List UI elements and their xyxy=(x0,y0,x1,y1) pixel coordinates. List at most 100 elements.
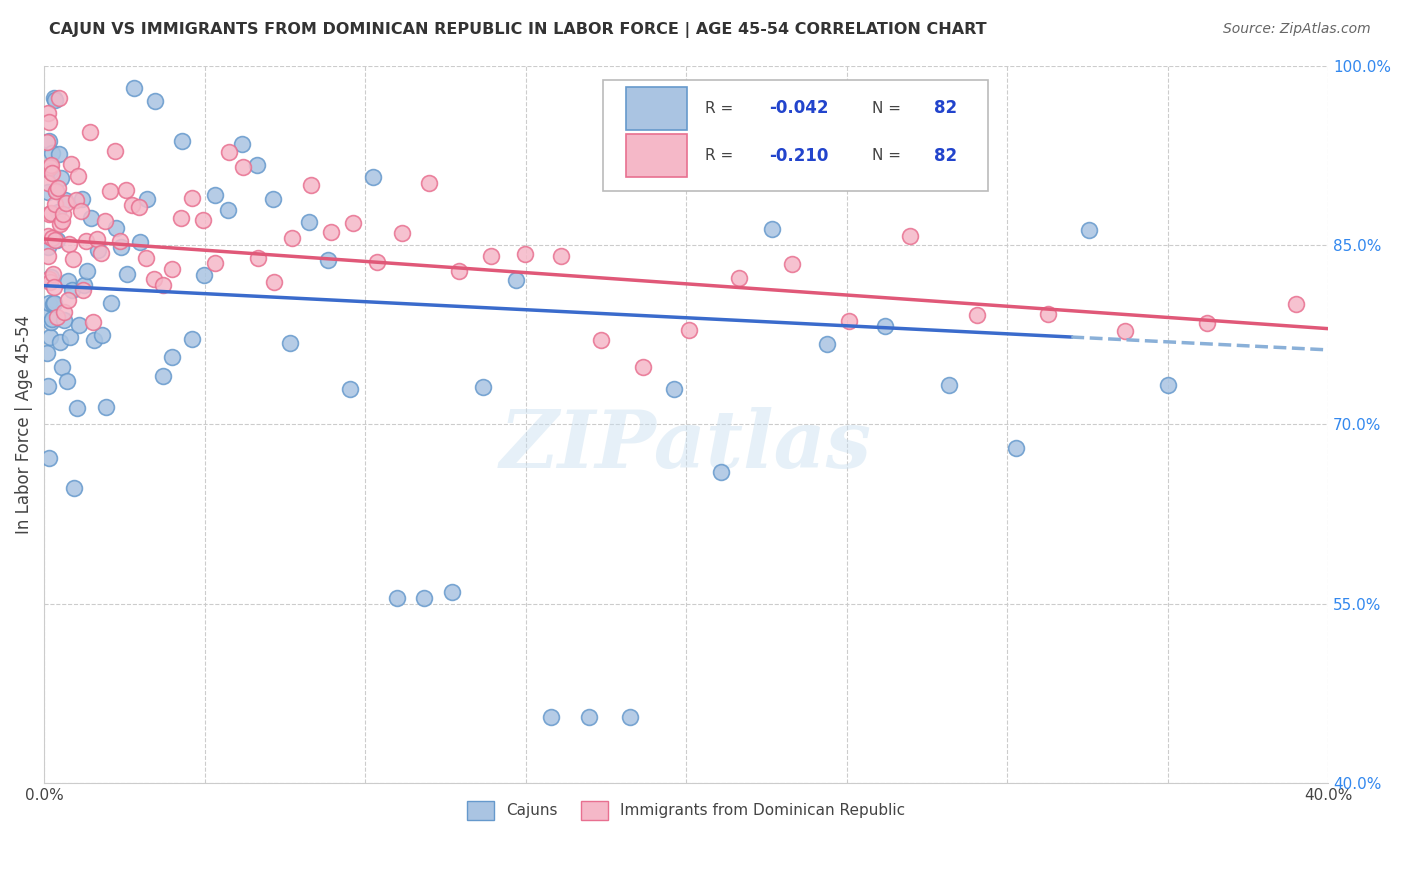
Point xyxy=(966,308,988,322)
Point xyxy=(58,274,80,288)
Point xyxy=(37,176,59,190)
Point xyxy=(418,176,440,190)
Point xyxy=(59,330,82,344)
Point xyxy=(505,273,527,287)
Point xyxy=(104,144,127,158)
Point xyxy=(815,337,838,351)
Point xyxy=(42,267,65,281)
Point xyxy=(65,193,87,207)
Point xyxy=(387,591,409,605)
Point xyxy=(143,272,166,286)
Point xyxy=(135,251,157,265)
Point xyxy=(39,275,62,289)
Point xyxy=(45,185,67,199)
Point xyxy=(39,269,62,284)
Point xyxy=(540,710,562,724)
Point xyxy=(550,249,572,263)
Point xyxy=(51,214,73,228)
Point xyxy=(193,268,215,283)
Point xyxy=(51,360,73,375)
Point xyxy=(38,272,60,286)
Point xyxy=(152,277,174,292)
Point xyxy=(70,192,93,206)
Point xyxy=(780,257,803,271)
Point xyxy=(232,160,254,174)
Point xyxy=(96,400,118,414)
Point xyxy=(136,192,159,206)
Point xyxy=(79,124,101,138)
Point xyxy=(299,178,322,193)
Point xyxy=(121,198,143,212)
Point xyxy=(38,163,60,178)
Point xyxy=(37,106,59,120)
Text: R =: R = xyxy=(706,101,738,116)
Point xyxy=(391,226,413,240)
Point xyxy=(38,134,60,148)
Point xyxy=(41,146,63,161)
Point xyxy=(218,145,240,159)
Point xyxy=(48,146,70,161)
Text: CAJUN VS IMMIGRANTS FROM DOMINICAN REPUBLIC IN LABOR FORCE | AGE 45-54 CORRELATI: CAJUN VS IMMIGRANTS FROM DOMINICAN REPUB… xyxy=(49,22,987,38)
Point xyxy=(727,270,749,285)
Point xyxy=(122,81,145,95)
Point xyxy=(38,207,60,221)
Point xyxy=(91,327,114,342)
Point xyxy=(875,318,897,333)
Point xyxy=(75,234,97,248)
Bar xyxy=(626,134,688,178)
FancyBboxPatch shape xyxy=(603,80,988,191)
Point xyxy=(39,315,62,329)
Point xyxy=(339,382,361,396)
Point xyxy=(152,369,174,384)
Point xyxy=(231,136,253,151)
Point xyxy=(41,231,63,245)
Point xyxy=(898,228,921,243)
Point xyxy=(281,231,304,245)
Point xyxy=(110,240,132,254)
Point xyxy=(39,206,62,220)
Point xyxy=(44,197,66,211)
Point xyxy=(73,277,96,292)
Point xyxy=(38,114,60,128)
Point xyxy=(62,252,84,266)
Point xyxy=(49,335,72,350)
Point xyxy=(160,262,183,277)
Point xyxy=(578,710,600,724)
Text: ZIPatlas: ZIPatlas xyxy=(501,407,872,484)
Point xyxy=(1114,324,1136,338)
Point xyxy=(246,251,269,265)
Point xyxy=(69,204,91,219)
Point xyxy=(76,264,98,278)
Point xyxy=(45,233,67,247)
Point xyxy=(129,235,152,249)
Point xyxy=(1078,223,1101,237)
Point xyxy=(49,217,72,231)
Point xyxy=(49,171,72,186)
Text: -0.042: -0.042 xyxy=(769,99,830,117)
Point xyxy=(37,379,59,393)
Point xyxy=(46,205,69,219)
Point xyxy=(46,310,69,324)
Point xyxy=(37,135,59,149)
Point xyxy=(589,334,612,348)
Point xyxy=(1156,378,1178,392)
Point xyxy=(1005,441,1028,455)
Point xyxy=(37,250,59,264)
Point xyxy=(319,225,342,239)
Point xyxy=(246,157,269,171)
Point xyxy=(412,591,434,605)
Point xyxy=(479,249,502,263)
Point xyxy=(110,234,132,248)
Point xyxy=(181,191,204,205)
Point xyxy=(53,305,76,319)
Point xyxy=(710,465,733,479)
Point xyxy=(65,401,87,416)
Point xyxy=(66,169,89,183)
Point xyxy=(170,134,193,148)
Point xyxy=(361,170,384,185)
Point xyxy=(60,157,83,171)
Point xyxy=(193,213,215,227)
Point xyxy=(37,307,59,321)
Point xyxy=(513,246,536,260)
Point xyxy=(55,195,77,210)
